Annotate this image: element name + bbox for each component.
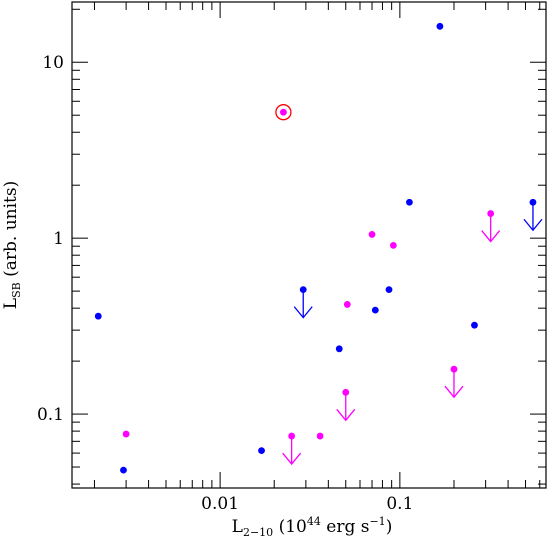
upper-limit-arrow	[336, 392, 356, 422]
upper-limit-head	[282, 452, 302, 466]
upper-limit-arrow	[282, 436, 302, 466]
upper-limit-head	[336, 408, 356, 422]
blue-data-point	[436, 22, 444, 30]
magenta-data-point	[368, 231, 376, 238]
blue-data-point	[371, 306, 379, 314]
upper-limit-arrow	[293, 289, 313, 319]
upper-limit-head	[293, 306, 313, 319]
y-tick-label: 10	[42, 53, 64, 73]
blue-data-point	[471, 321, 478, 329]
x-axis-label: L2−10 (1044 erg s−1)	[232, 515, 393, 539]
blue-data-point	[94, 312, 102, 320]
blue-data-point	[120, 466, 127, 474]
plot-frame	[71, 1, 547, 489]
blue-data-point	[385, 286, 393, 294]
upper-limit-arrow	[444, 369, 464, 399]
highlight-ring	[275, 104, 292, 121]
upper-limit-head	[481, 230, 501, 243]
y-tick-label: 0.1	[37, 405, 64, 425]
upper-limit-arrow	[523, 202, 543, 232]
blue-data-point	[258, 447, 265, 454]
magenta-data-point	[389, 241, 397, 249]
y-axis-label: LSB (arb. units)	[1, 181, 23, 309]
upper-limit-arrow	[481, 213, 501, 243]
data-markers	[94, 22, 543, 474]
x-tick-label: 0.01	[201, 494, 239, 514]
x-tick-label: 0.1	[386, 494, 413, 514]
axis-ticks	[72, 2, 546, 488]
magenta-data-point	[343, 301, 351, 308]
blue-data-point	[335, 345, 343, 353]
blue-data-point	[406, 198, 413, 206]
magenta-data-point	[280, 108, 287, 116]
upper-limit-head	[444, 385, 464, 399]
upper-limit-head	[523, 218, 543, 232]
tick-labels: 0.01 0.1 0.1 1 10	[37, 53, 413, 514]
y-tick-label: 1	[53, 229, 64, 249]
magenta-data-point	[316, 432, 324, 440]
magenta-data-point	[122, 430, 130, 438]
